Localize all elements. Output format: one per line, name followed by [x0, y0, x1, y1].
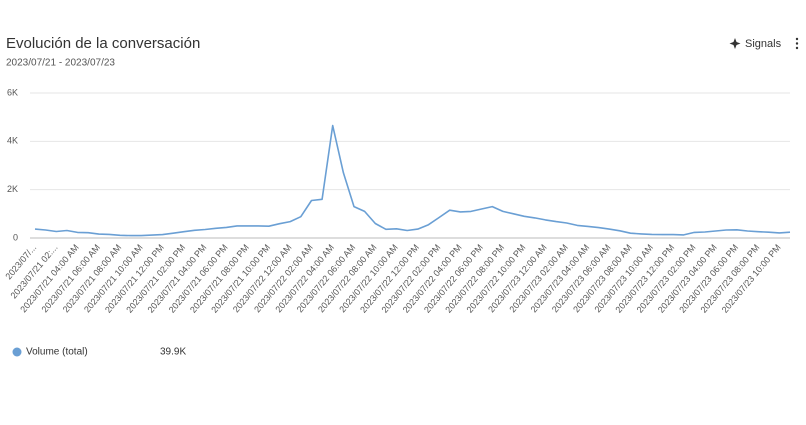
- legend-swatch: [12, 347, 22, 357]
- dot: [795, 37, 799, 41]
- y-tick-label: 0: [13, 232, 18, 242]
- chart-subtitle: 2023/07/21 - 2023/07/23: [6, 58, 115, 69]
- dot: [795, 46, 799, 50]
- legend-total: 39.9K: [160, 347, 186, 358]
- sparkle-icon: [729, 38, 741, 49]
- button-label[interactable]: Signals: [745, 38, 782, 50]
- y-tick-label: 2K: [7, 184, 18, 194]
- signals-button[interactable]: Signals: [729, 38, 782, 50]
- y-tick-label: 4K: [7, 136, 18, 146]
- dot: [795, 42, 799, 45]
- legend-label: Volume (total): [26, 347, 88, 358]
- y-tick-label: 6K: [7, 87, 18, 97]
- chart-title: Evolución de la conversación: [6, 35, 200, 52]
- line: [34, 124, 791, 237]
- menu-button[interactable]: [795, 37, 799, 50]
